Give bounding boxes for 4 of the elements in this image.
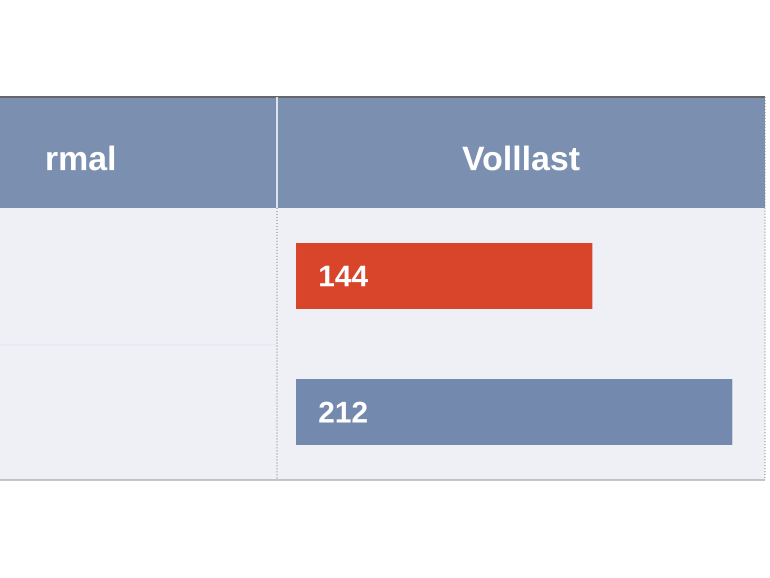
data-label: 144 xyxy=(320,266,368,286)
data-label: 212 xyxy=(319,402,367,422)
chart-title: Volllast xyxy=(462,146,580,170)
text: rmal xyxy=(47,146,114,170)
